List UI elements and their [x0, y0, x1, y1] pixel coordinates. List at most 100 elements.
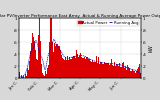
Bar: [122, 63, 123, 78]
Bar: [103, 64, 104, 78]
Bar: [54, 43, 55, 78]
Bar: [63, 59, 64, 78]
Bar: [130, 71, 131, 78]
Bar: [46, 74, 47, 78]
Bar: [23, 76, 24, 78]
Bar: [137, 69, 138, 78]
Bar: [89, 58, 90, 78]
Bar: [92, 62, 93, 78]
Bar: [133, 70, 134, 78]
Bar: [139, 64, 140, 78]
Bar: [57, 44, 58, 78]
Bar: [59, 46, 60, 78]
Bar: [58, 46, 59, 78]
Bar: [48, 65, 49, 78]
Bar: [90, 60, 91, 78]
Bar: [102, 64, 103, 78]
Bar: [60, 50, 61, 78]
Bar: [66, 60, 67, 78]
Bar: [121, 67, 122, 78]
Bar: [79, 56, 80, 78]
Bar: [94, 62, 95, 78]
Bar: [44, 76, 45, 78]
Bar: [41, 64, 42, 78]
Bar: [111, 60, 112, 78]
Bar: [65, 57, 66, 78]
Bar: [113, 66, 114, 78]
Y-axis label: kW: kW: [148, 44, 153, 52]
Bar: [52, 47, 53, 78]
Bar: [140, 73, 141, 78]
Bar: [72, 56, 73, 78]
Bar: [82, 58, 83, 78]
Bar: [47, 74, 48, 78]
Bar: [86, 57, 87, 78]
Bar: [28, 70, 29, 78]
Bar: [129, 68, 130, 78]
Bar: [73, 56, 74, 78]
Bar: [75, 58, 76, 78]
Bar: [38, 35, 39, 78]
Bar: [64, 60, 65, 78]
Bar: [87, 59, 88, 78]
Bar: [31, 44, 32, 78]
Bar: [77, 54, 78, 78]
Bar: [119, 63, 120, 78]
Bar: [116, 64, 117, 78]
Bar: [71, 59, 72, 78]
Bar: [135, 73, 136, 78]
Bar: [81, 57, 82, 78]
Bar: [85, 59, 86, 78]
Bar: [93, 62, 94, 78]
Bar: [83, 58, 84, 78]
Bar: [74, 56, 75, 78]
Bar: [114, 62, 115, 78]
Bar: [118, 66, 119, 78]
Bar: [49, 42, 50, 78]
Bar: [131, 70, 132, 78]
Bar: [53, 52, 54, 78]
Bar: [55, 46, 56, 78]
Legend: Actual Power, Running Avg: Actual Power, Running Avg: [77, 20, 139, 26]
Bar: [32, 33, 33, 78]
Bar: [25, 74, 26, 78]
Bar: [105, 63, 106, 78]
Bar: [67, 61, 68, 78]
Bar: [124, 68, 125, 78]
Bar: [91, 62, 92, 78]
Bar: [78, 57, 79, 78]
Bar: [98, 57, 99, 78]
Title: Solar PV/Inverter Performance East Array  Actual & Running Average Power Output: Solar PV/Inverter Performance East Array…: [0, 14, 160, 18]
Bar: [132, 69, 133, 78]
Bar: [27, 68, 28, 78]
Bar: [107, 64, 108, 78]
Bar: [80, 53, 81, 78]
Bar: [109, 63, 110, 78]
Bar: [43, 75, 44, 78]
Bar: [37, 60, 38, 78]
Bar: [50, 21, 51, 78]
Bar: [76, 50, 77, 78]
Bar: [29, 61, 30, 78]
Bar: [30, 51, 31, 78]
Bar: [69, 57, 70, 78]
Bar: [62, 58, 63, 78]
Bar: [108, 65, 109, 78]
Bar: [138, 67, 139, 78]
Bar: [84, 57, 85, 78]
Bar: [99, 64, 100, 78]
Bar: [45, 71, 46, 78]
Bar: [40, 41, 41, 78]
Bar: [56, 44, 57, 78]
Bar: [33, 37, 34, 78]
Bar: [35, 50, 36, 78]
Bar: [70, 59, 71, 78]
Bar: [125, 66, 126, 78]
Bar: [128, 68, 129, 78]
Bar: [19, 72, 20, 78]
Bar: [36, 52, 37, 78]
Bar: [39, 18, 40, 78]
Bar: [134, 71, 135, 78]
Bar: [115, 66, 116, 78]
Bar: [136, 72, 137, 78]
